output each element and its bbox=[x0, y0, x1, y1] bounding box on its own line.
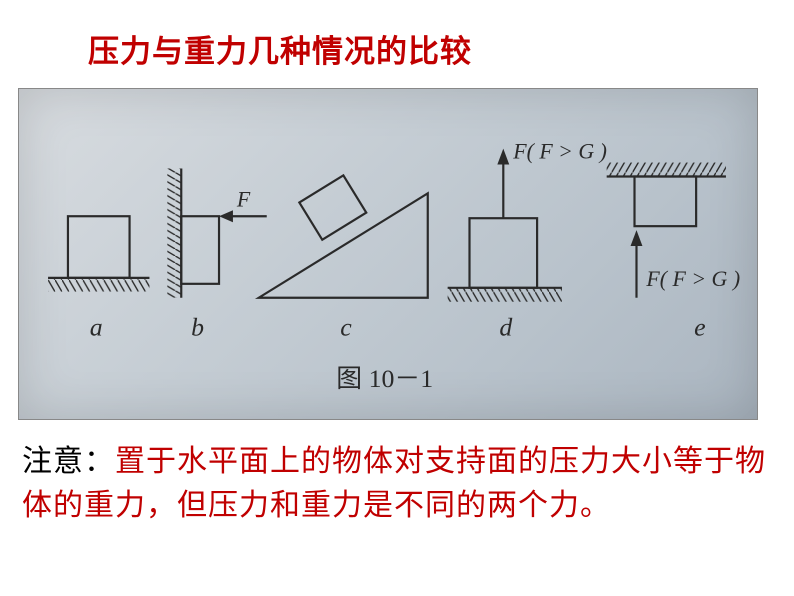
figure-caption: 图 10－1 bbox=[336, 364, 433, 393]
force-d-label: F( F > G ) bbox=[512, 140, 607, 164]
diagram-c bbox=[259, 175, 428, 297]
note-body: 置于水平面上的物体对支持面的压力大小等于物体的重力，但压力和重力是不同的两个力。 bbox=[22, 445, 766, 522]
note-text: 注意：置于水平面上的物体对支持面的压力大小等于物体的重力，但压力和重力是不同的两… bbox=[22, 440, 772, 527]
page-title: 压力与重力几种情况的比较 bbox=[88, 26, 472, 71]
force-b-label: F bbox=[236, 187, 251, 211]
label-c: c bbox=[340, 313, 352, 342]
force-e-label: F( F > G ) bbox=[645, 267, 740, 291]
label-b: b bbox=[191, 313, 204, 342]
label-d: d bbox=[499, 313, 512, 342]
diagram-a bbox=[48, 216, 149, 292]
figure-container: a F b c F( F > G ) d bbox=[18, 88, 758, 420]
diagram-d: F( F > G ) bbox=[448, 140, 607, 302]
diagram-b: F bbox=[167, 169, 266, 298]
physics-diagram: a F b c F( F > G ) d bbox=[19, 89, 757, 419]
label-e: e bbox=[694, 313, 705, 342]
diagram-e: F( F > G ) bbox=[607, 163, 740, 298]
note-prefix: 注意： bbox=[22, 445, 115, 478]
label-a: a bbox=[90, 313, 103, 342]
